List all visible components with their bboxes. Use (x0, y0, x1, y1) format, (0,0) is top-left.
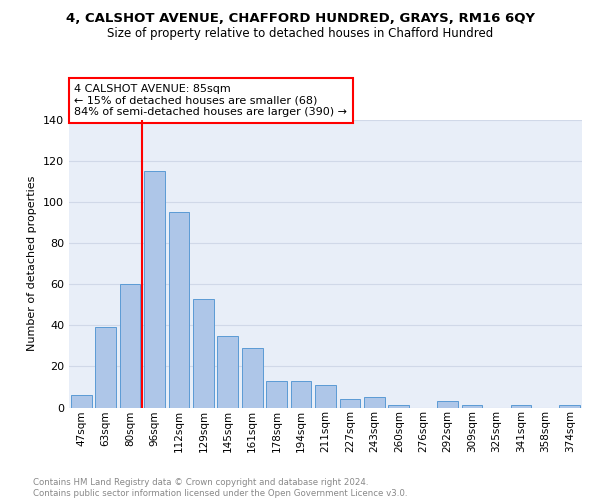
Bar (193, 298, 214, 408)
Bar (95, 328, 116, 407)
Bar (144, 172, 165, 408)
Bar (461, 406, 482, 407)
Bar (71, 395, 92, 407)
Text: Size of property relative to detached houses in Chafford Hundred: Size of property relative to detached ho… (107, 28, 493, 40)
Y-axis label: Number of detached properties: Number of detached properties (28, 176, 37, 352)
Bar (119, 284, 140, 408)
Bar (169, 212, 190, 408)
Bar (266, 381, 287, 407)
Bar (315, 385, 336, 407)
Bar (559, 406, 580, 407)
Bar (364, 397, 385, 407)
Bar (242, 348, 263, 408)
Bar (340, 400, 361, 407)
Text: 4, CALSHOT AVENUE, CHAFFORD HUNDRED, GRAYS, RM16 6QY: 4, CALSHOT AVENUE, CHAFFORD HUNDRED, GRA… (65, 12, 535, 26)
Bar (290, 381, 311, 407)
Bar (437, 402, 458, 407)
Bar (388, 406, 409, 407)
Bar (217, 336, 238, 407)
Text: 4 CALSHOT AVENUE: 85sqm
← 15% of detached houses are smaller (68)
84% of semi-de: 4 CALSHOT AVENUE: 85sqm ← 15% of detache… (74, 84, 347, 117)
Text: Contains HM Land Registry data © Crown copyright and database right 2024.
Contai: Contains HM Land Registry data © Crown c… (33, 478, 407, 498)
Bar (511, 406, 532, 407)
